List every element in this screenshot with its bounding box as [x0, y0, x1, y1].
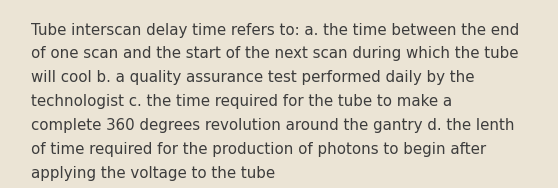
Text: of time required for the production of photons to begin after: of time required for the production of p… [31, 142, 486, 157]
Text: applying the voltage to the tube: applying the voltage to the tube [31, 166, 275, 181]
Text: technologist c. the time required for the tube to make a: technologist c. the time required for th… [31, 94, 452, 109]
Text: will cool b. a quality assurance test performed daily by the: will cool b. a quality assurance test pe… [31, 70, 474, 85]
Text: of one scan and the start of the next scan during which the tube: of one scan and the start of the next sc… [31, 46, 518, 61]
Text: Tube interscan delay time refers to: a. the time between the end: Tube interscan delay time refers to: a. … [31, 23, 519, 38]
Text: complete 360 degrees revolution around the gantry d. the lenth: complete 360 degrees revolution around t… [31, 118, 514, 133]
